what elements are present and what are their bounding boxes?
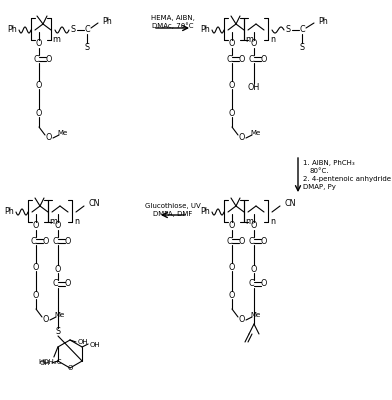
Text: HOH₂C: HOH₂C [38, 359, 62, 365]
Text: O: O [229, 222, 235, 230]
Text: CN: CN [89, 200, 100, 208]
Text: CN: CN [285, 200, 296, 208]
Text: O: O [261, 236, 267, 246]
Text: O: O [65, 280, 71, 288]
Text: m: m [49, 218, 57, 226]
Text: O: O [43, 316, 49, 324]
Text: Ph: Ph [102, 16, 112, 26]
Text: 80°C.: 80°C. [310, 168, 330, 174]
Text: Ph: Ph [4, 208, 14, 216]
Text: C: C [84, 26, 90, 34]
Text: C: C [52, 236, 58, 246]
Text: O: O [46, 134, 52, 142]
Text: O: O [261, 54, 267, 64]
Text: Me: Me [58, 130, 68, 136]
Text: O: O [251, 264, 257, 274]
Text: O: O [33, 222, 39, 230]
Text: C: C [248, 280, 254, 288]
Text: O: O [229, 108, 235, 118]
Text: Ph: Ph [200, 26, 210, 34]
Text: n: n [74, 218, 80, 226]
Text: S: S [55, 328, 60, 336]
Text: C: C [30, 236, 36, 246]
Text: O: O [239, 236, 245, 246]
Text: O: O [229, 290, 235, 300]
Text: O: O [36, 80, 42, 90]
Text: O: O [239, 316, 245, 324]
Text: OH: OH [248, 82, 260, 92]
Text: C: C [248, 236, 254, 246]
Text: DMPA, DMF: DMPA, DMF [153, 211, 193, 217]
Text: O: O [46, 54, 52, 64]
Text: O: O [33, 290, 39, 300]
Text: OH: OH [90, 342, 101, 348]
Text: Me: Me [251, 312, 261, 318]
Text: Ph: Ph [200, 208, 210, 216]
Text: O: O [229, 80, 235, 90]
Text: O: O [261, 280, 267, 288]
Text: O: O [239, 134, 245, 142]
Text: O: O [43, 236, 49, 246]
Text: m: m [245, 218, 253, 226]
Text: S: S [285, 26, 290, 34]
Text: C: C [33, 54, 39, 64]
Text: DMAc, 70°C: DMAc, 70°C [152, 23, 193, 29]
Text: C: C [299, 26, 305, 34]
Text: OH: OH [39, 360, 50, 366]
Text: O: O [229, 262, 235, 272]
Text: Me: Me [55, 312, 65, 318]
Text: Ph: Ph [7, 26, 17, 34]
Text: m: m [52, 36, 60, 44]
Text: O: O [33, 262, 39, 272]
Text: O: O [67, 365, 73, 371]
Text: S: S [71, 26, 76, 34]
Text: Glucothiose, UV: Glucothiose, UV [145, 203, 201, 209]
Text: C: C [52, 280, 58, 288]
Text: Me: Me [251, 130, 261, 136]
Text: S: S [84, 42, 89, 52]
Text: 1. AIBN, PhCH₃: 1. AIBN, PhCH₃ [303, 160, 355, 166]
Text: O: O [36, 40, 42, 48]
Text: C: C [248, 54, 254, 64]
Text: n: n [270, 218, 276, 226]
Text: m: m [245, 36, 253, 44]
Text: Ph: Ph [318, 16, 328, 26]
Text: O: O [65, 236, 71, 246]
Text: OH: OH [78, 339, 89, 345]
Text: n: n [270, 36, 276, 44]
Text: S: S [299, 42, 305, 52]
Text: O: O [55, 222, 61, 230]
Text: O: O [55, 264, 61, 274]
Text: O: O [36, 108, 42, 118]
Text: C: C [226, 54, 232, 64]
Text: 2. 4-pentenoic anhydride: 2. 4-pentenoic anhydride [303, 176, 391, 182]
Text: C: C [226, 236, 232, 246]
Text: O: O [229, 40, 235, 48]
Text: O: O [239, 54, 245, 64]
Text: O: O [251, 40, 257, 48]
Text: O: O [251, 222, 257, 230]
Text: DMAP, Py: DMAP, Py [303, 184, 336, 190]
Text: HEMA, AIBN,: HEMA, AIBN, [151, 15, 194, 21]
